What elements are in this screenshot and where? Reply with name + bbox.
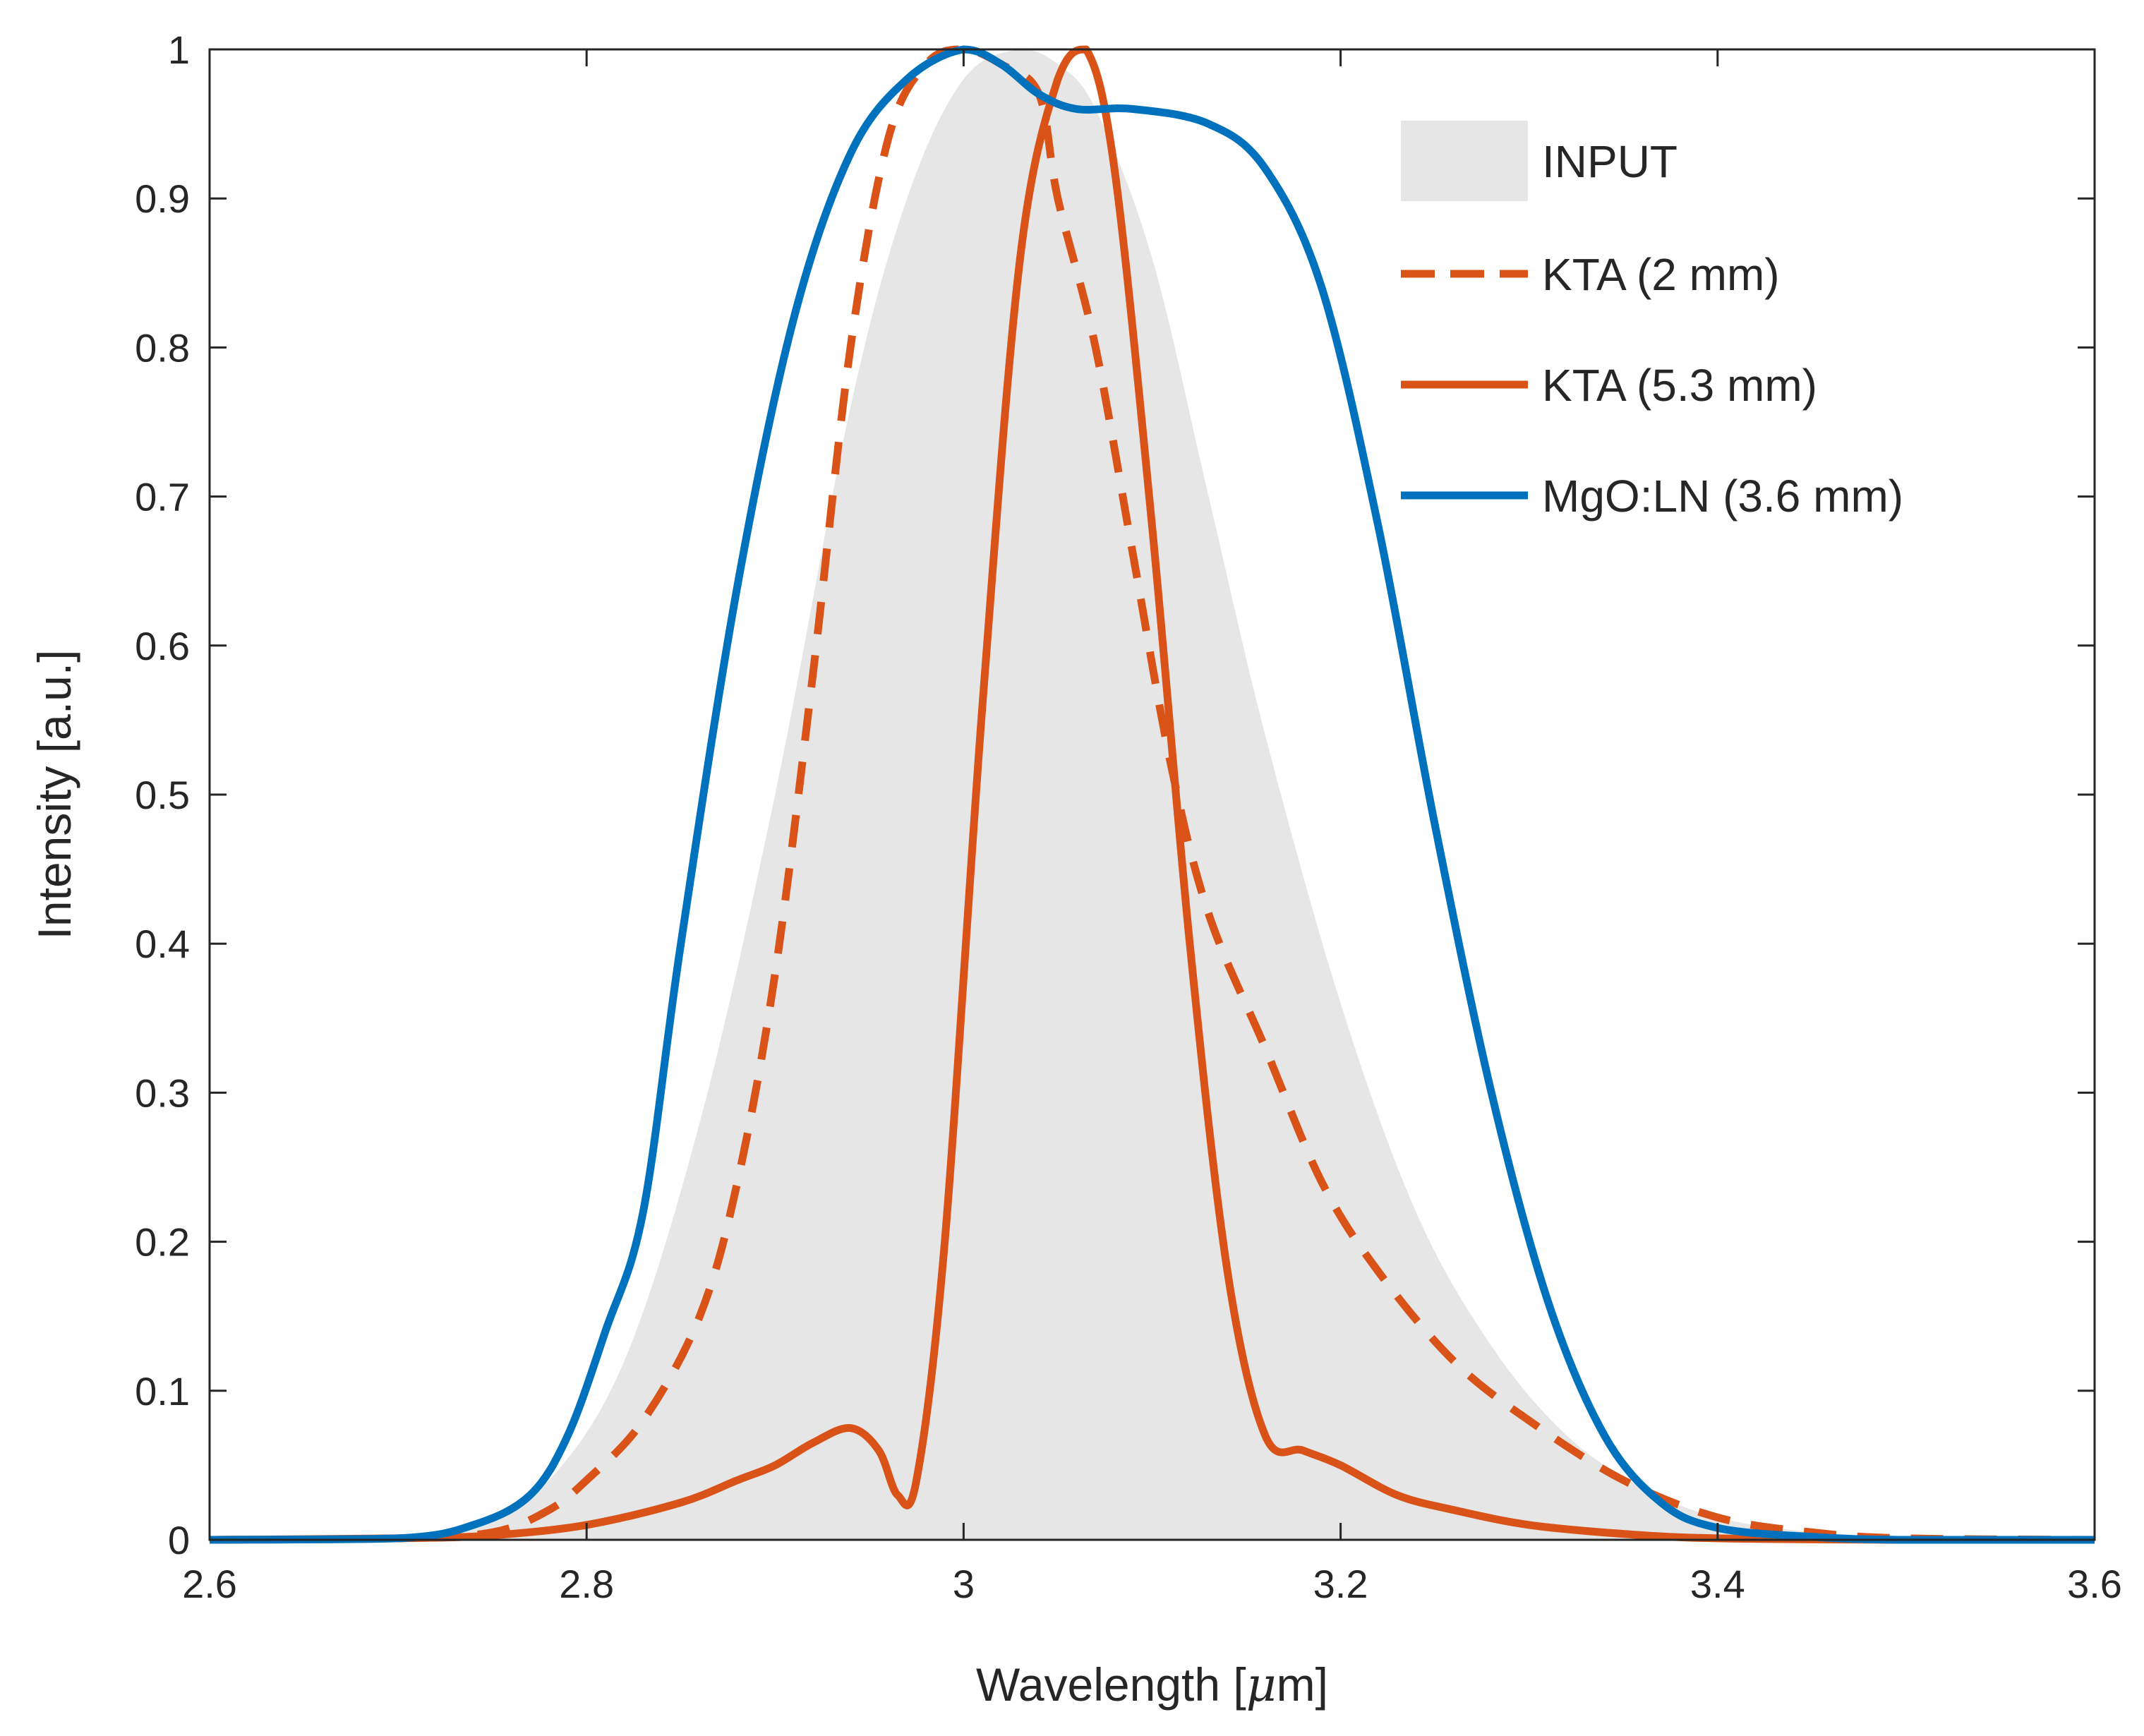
legend-item-input: INPUT (1401, 121, 1678, 201)
y-tick-label: 0.9 (135, 176, 190, 221)
y-tick-label: 0.8 (135, 325, 190, 370)
legend-swatch (1401, 121, 1528, 201)
x-tick-label: 2.6 (182, 1562, 237, 1606)
x-tick-label: 2.8 (559, 1562, 614, 1606)
y-tick-label: 0.5 (135, 773, 190, 817)
axis-ticks: 2.6 2.8 3 3.2 3.4 3.6 0 0.1 0.2 0.3 0.4 0.5 0.6 0.7 0.… (135, 28, 2122, 1606)
x-tick-label: 3.4 (1690, 1562, 1745, 1606)
legend-item-kta-2-mm: KTA (2 mm) (1401, 249, 1780, 300)
series-line-kta-5-3-mm (209, 45, 2095, 1544)
legend-item-mgo-ln-3-6-mm: MgO:LN (3.6 mm) (1401, 471, 1903, 522)
y-tick-label: 0.7 (135, 475, 190, 519)
x-tick-label: 3 (953, 1562, 975, 1606)
y-tick-label: 0.6 (135, 624, 190, 668)
legend-label: KTA (5.3 mm) (1542, 360, 1817, 411)
y-tick-label: 1 (168, 28, 190, 72)
series-line-kta-2-mm (209, 45, 2095, 1544)
legend-label: MgO:LN (3.6 mm) (1542, 471, 1903, 522)
y-tick-label: 0.3 (135, 1071, 190, 1115)
x-tick-label: 3.6 (2067, 1562, 2122, 1606)
plot-area (209, 45, 2095, 1544)
series-line-mgo-ln-3-6-mm (209, 45, 2095, 1544)
y-tick-label: 0.2 (135, 1220, 190, 1265)
legend: INPUT KTA (2 mm) KTA (5.3 mm) MgO:LN (3.6 m… (1401, 121, 1903, 522)
legend-label: KTA (2 mm) (1542, 249, 1780, 300)
y-tick-label: 0.1 (135, 1369, 190, 1413)
x-axis-label: Wavelength [μm] (976, 1658, 1328, 1712)
y-axis-label: Intensity [a.u.] (28, 650, 80, 940)
legend-label: INPUT (1542, 136, 1678, 187)
y-tick-label: 0.4 (135, 922, 190, 966)
series-area-input (210, 49, 2095, 1540)
x-tick-label: 3.2 (1313, 1562, 1368, 1606)
y-tick-label: 0 (168, 1518, 190, 1562)
legend-item-kta-5-3-mm: KTA (5.3 mm) (1401, 360, 1817, 411)
